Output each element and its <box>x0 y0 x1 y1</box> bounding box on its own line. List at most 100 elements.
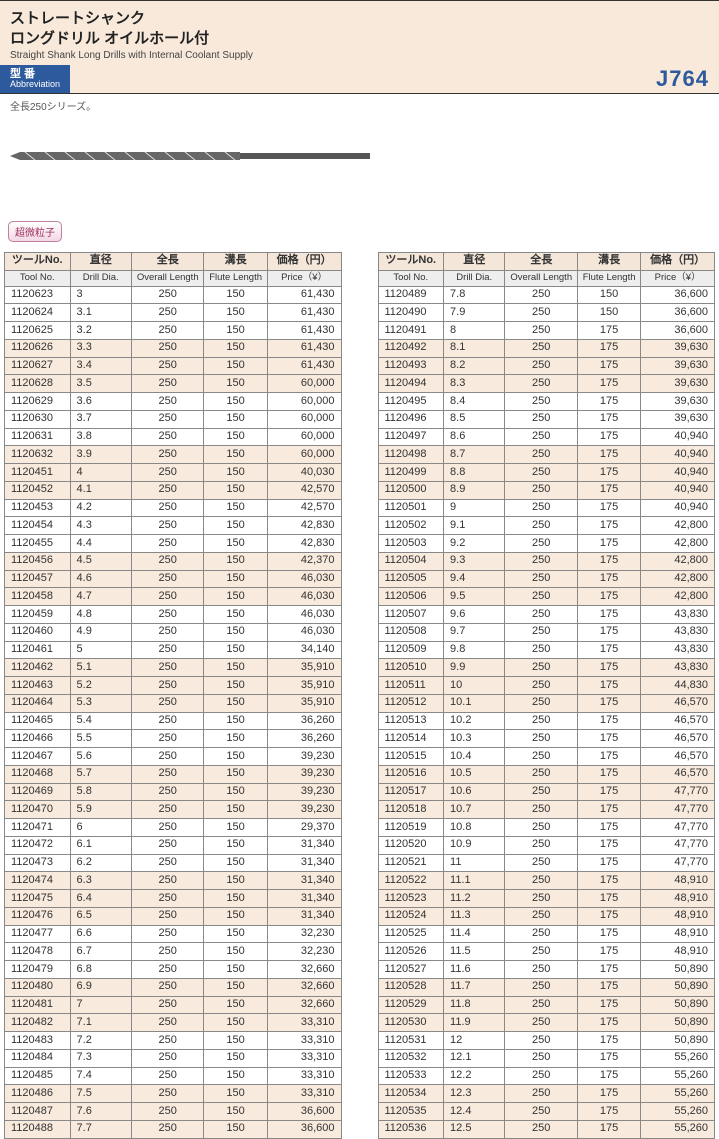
table-cell: 150 <box>204 1120 267 1138</box>
table-cell: 11.1 <box>444 872 505 890</box>
spec-table-left: ツールNo. 直径 全長 溝長 価格（円） Tool No. Drill Dia… <box>4 252 342 1139</box>
col-flute-en: Flute Length <box>577 270 640 286</box>
table-cell: 33,310 <box>267 1014 341 1032</box>
table-cell: 5 <box>70 641 131 659</box>
table-cell: 1120462 <box>5 659 71 677</box>
table-row: 11204988.725017540,940 <box>378 446 715 464</box>
table-cell: 1120501 <box>378 499 444 517</box>
table-cell: 1120535 <box>378 1103 444 1121</box>
col-dia-en: Drill Dia. <box>70 270 131 286</box>
table-row: 11205111025017544,830 <box>378 677 715 695</box>
col-dia-jp: 直径 <box>70 252 131 270</box>
table-cell: 250 <box>505 854 577 872</box>
table-cell: 61,430 <box>267 304 341 322</box>
table-cell: 48,910 <box>641 925 715 943</box>
table-row: 11205049.325017542,800 <box>378 552 715 570</box>
table-cell: 6.1 <box>70 836 131 854</box>
table-row: 112052711.625017550,890 <box>378 961 715 979</box>
table-cell: 175 <box>577 677 640 695</box>
table-cell: 43,830 <box>641 641 715 659</box>
table-cell: 42,800 <box>641 570 715 588</box>
table-row: 11204827.125015033,310 <box>5 1014 342 1032</box>
table-cell: 250 <box>131 783 203 801</box>
table-row: 11204907.925015036,600 <box>378 304 715 322</box>
table-cell: 250 <box>505 1085 577 1103</box>
table-cell: 36,260 <box>267 712 341 730</box>
table-cell: 150 <box>204 570 267 588</box>
table-cell: 1120511 <box>378 677 444 695</box>
table-cell: 1120517 <box>378 783 444 801</box>
table-row: 112051710.625017547,770 <box>378 783 715 801</box>
table-cell: 60,000 <box>267 446 341 464</box>
table-cell: 3.9 <box>70 446 131 464</box>
table-cell: 32,660 <box>267 978 341 996</box>
table-cell: 3.1 <box>70 304 131 322</box>
table-row: 11204897.825015036,600 <box>378 286 715 304</box>
table-cell: 47,770 <box>641 854 715 872</box>
table-cell: 3.2 <box>70 322 131 340</box>
table-cell: 150 <box>204 446 267 464</box>
table-cell: 1120470 <box>5 801 71 819</box>
table-cell: 8.1 <box>444 339 505 357</box>
table-cell: 175 <box>577 1103 640 1121</box>
table-row: 112052911.825017550,890 <box>378 996 715 1014</box>
table-cell: 1120519 <box>378 819 444 837</box>
table-cell: 1120503 <box>378 535 444 553</box>
table-cell: 7.8 <box>444 286 505 304</box>
table-cell: 175 <box>577 606 640 624</box>
table-cell: 1120513 <box>378 712 444 730</box>
title-jp-line2: ロングドリル オイルホール付 <box>10 29 709 49</box>
spec-table-right: ツールNo. 直径 全長 溝長 価格（円） Tool No. Drill Dia… <box>378 252 716 1139</box>
table-cell: 60,000 <box>267 393 341 411</box>
table-cell: 6.2 <box>70 854 131 872</box>
table-cell: 36,600 <box>641 286 715 304</box>
table-cell: 250 <box>131 748 203 766</box>
table-cell: 250 <box>131 1085 203 1103</box>
table-cell: 250 <box>505 588 577 606</box>
table-cell: 32,230 <box>267 925 341 943</box>
abbrev-code: J764 <box>70 65 719 93</box>
table-cell: 1120490 <box>378 304 444 322</box>
table-row: 1120471625015029,370 <box>5 819 342 837</box>
table-cell: 5.7 <box>70 765 131 783</box>
table-cell: 250 <box>131 836 203 854</box>
table-cell: 1120496 <box>378 410 444 428</box>
table-cell: 250 <box>505 499 577 517</box>
table-cell: 7 <box>70 996 131 1014</box>
table-cell: 9.4 <box>444 570 505 588</box>
table-cell: 250 <box>505 1103 577 1121</box>
table-cell: 12.5 <box>444 1120 505 1138</box>
table-cell: 6.8 <box>70 961 131 979</box>
table-cell: 1120455 <box>5 535 71 553</box>
table-row: 11204574.625015046,030 <box>5 570 342 588</box>
table-cell: 1120487 <box>5 1103 71 1121</box>
table-cell: 1120495 <box>378 393 444 411</box>
table-row: 11204604.925015046,030 <box>5 623 342 641</box>
table-cell: 250 <box>505 535 577 553</box>
table-cell: 1120489 <box>378 286 444 304</box>
table-cell: 250 <box>131 854 203 872</box>
table-row: 11204887.725015036,600 <box>5 1120 342 1138</box>
table-row: 11204665.525015036,260 <box>5 730 342 748</box>
table-cell: 7.9 <box>444 304 505 322</box>
table-cell: 150 <box>204 765 267 783</box>
table-cell: 250 <box>131 978 203 996</box>
table-cell: 150 <box>204 304 267 322</box>
table-cell: 250 <box>131 659 203 677</box>
table-row: 112053011.925017550,890 <box>378 1014 715 1032</box>
table-row: 1120481725015032,660 <box>5 996 342 1014</box>
table-cell: 11.5 <box>444 943 505 961</box>
table-cell: 4.1 <box>70 481 131 499</box>
table-cell: 40,940 <box>641 481 715 499</box>
tables-wrap: ツールNo. 直径 全長 溝長 価格（円） Tool No. Drill Dia… <box>0 252 719 1139</box>
table-cell: 175 <box>577 499 640 517</box>
table-cell: 250 <box>131 570 203 588</box>
table-cell: 175 <box>577 748 640 766</box>
table-row: 112052311.225017548,910 <box>378 890 715 908</box>
table-cell: 46,570 <box>641 712 715 730</box>
table-cell: 1120457 <box>5 570 71 588</box>
col-overall-jp: 全長 <box>131 252 203 270</box>
table-cell: 1120531 <box>378 1032 444 1050</box>
table-cell: 10.6 <box>444 783 505 801</box>
table-cell: 150 <box>204 588 267 606</box>
